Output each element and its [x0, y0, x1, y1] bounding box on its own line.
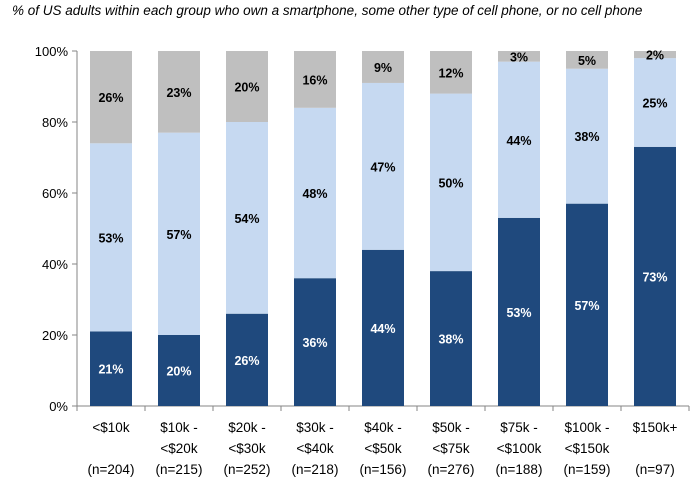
bar-segment [634, 146, 676, 406]
data-label: 53% [98, 231, 123, 245]
data-label: 21% [98, 363, 123, 377]
bar-segment [226, 313, 268, 406]
bar-segment [634, 51, 676, 59]
y-tick-label: 100% [35, 44, 69, 59]
x-tick-label: (n=159) [564, 462, 611, 477]
y-tick-label: 80% [42, 115, 68, 130]
bar-segment [158, 51, 200, 133]
bar-segment [430, 51, 472, 94]
y-tick-label: 20% [42, 328, 68, 343]
data-label: 50% [438, 176, 463, 190]
bar-segment [294, 278, 336, 406]
data-label: 44% [506, 134, 531, 148]
bar-segment [158, 335, 200, 406]
x-tick-label: <$10k [92, 420, 129, 435]
data-label: 9% [374, 61, 392, 75]
data-label: 57% [166, 228, 191, 242]
bar-segment [498, 217, 540, 406]
bar-segment [158, 132, 200, 335]
x-tick-label: <$150k [565, 441, 610, 456]
bar-segment [294, 107, 336, 279]
x-tick-label: $75k - [500, 420, 538, 435]
x-tick-label: <$20k [160, 441, 197, 456]
data-label: 44% [370, 322, 395, 336]
data-label: 48% [302, 187, 327, 201]
data-label: 54% [234, 212, 259, 226]
x-tick-label: $150k+ [633, 420, 678, 435]
data-label: 25% [642, 96, 667, 110]
bar-segment [362, 51, 404, 83]
x-tick-label: $20k - [228, 420, 266, 435]
data-label: 38% [574, 130, 599, 144]
x-tick-label: $40k - [364, 420, 402, 435]
x-tick-label: (n=218) [292, 462, 339, 477]
x-tick-label: (n=188) [496, 462, 543, 477]
data-label: 47% [370, 160, 395, 174]
bar-segment [90, 143, 132, 332]
x-tick-label: <$75k [432, 441, 469, 456]
bar-segment [634, 58, 676, 147]
x-tick-label: <$50k [364, 441, 401, 456]
data-label: 36% [302, 336, 327, 350]
data-label: 23% [166, 86, 191, 100]
bar-segment [362, 82, 404, 250]
x-tick-label: (n=156) [360, 462, 407, 477]
x-tick-label: <$30k [228, 441, 265, 456]
y-tick-label: 0% [49, 399, 68, 414]
data-label: 57% [574, 299, 599, 313]
x-tick-label: (n=252) [224, 462, 271, 477]
bar-segment [498, 61, 540, 218]
data-label: 20% [166, 365, 191, 379]
bar-segment [294, 51, 336, 108]
data-label: 12% [438, 66, 463, 80]
data-label: 16% [302, 73, 327, 87]
data-label: 73% [642, 270, 667, 284]
x-tick-label: <$100k [497, 441, 542, 456]
x-tick-label: $50k - [432, 420, 470, 435]
chart-title: % of US adults within each group who own… [12, 3, 643, 18]
x-tick-label: (n=276) [428, 462, 475, 477]
bar-segment [498, 51, 540, 62]
bar-segment [430, 93, 472, 272]
x-tick-label: <$40k [296, 441, 333, 456]
bar-segment [90, 331, 132, 406]
x-tick-label: (n=215) [156, 462, 203, 477]
bar-segment [566, 51, 608, 69]
y-tick-label: 40% [42, 257, 68, 272]
data-label: 20% [234, 81, 259, 95]
bar-segment [226, 51, 268, 122]
data-label: 53% [506, 306, 531, 320]
data-label: 5% [578, 54, 596, 68]
data-label: 26% [98, 91, 123, 105]
bar-segment [566, 203, 608, 406]
y-tick-label: 60% [42, 186, 68, 201]
bar-segment [430, 271, 472, 406]
data-label: 38% [438, 333, 463, 347]
x-tick-label: $100k - [564, 420, 609, 435]
bar-segment [566, 68, 608, 204]
x-tick-label: (n=204) [88, 462, 135, 477]
bar-segment [226, 122, 268, 314]
data-label: 3% [510, 50, 528, 64]
data-label: 26% [234, 354, 259, 368]
x-tick-label: $10k - [160, 420, 198, 435]
x-tick-label: $30k - [296, 420, 334, 435]
bar-segment [362, 249, 404, 406]
bar-segment [90, 51, 132, 144]
x-tick-label: (n=97) [635, 462, 674, 477]
data-label: 2% [646, 49, 664, 63]
